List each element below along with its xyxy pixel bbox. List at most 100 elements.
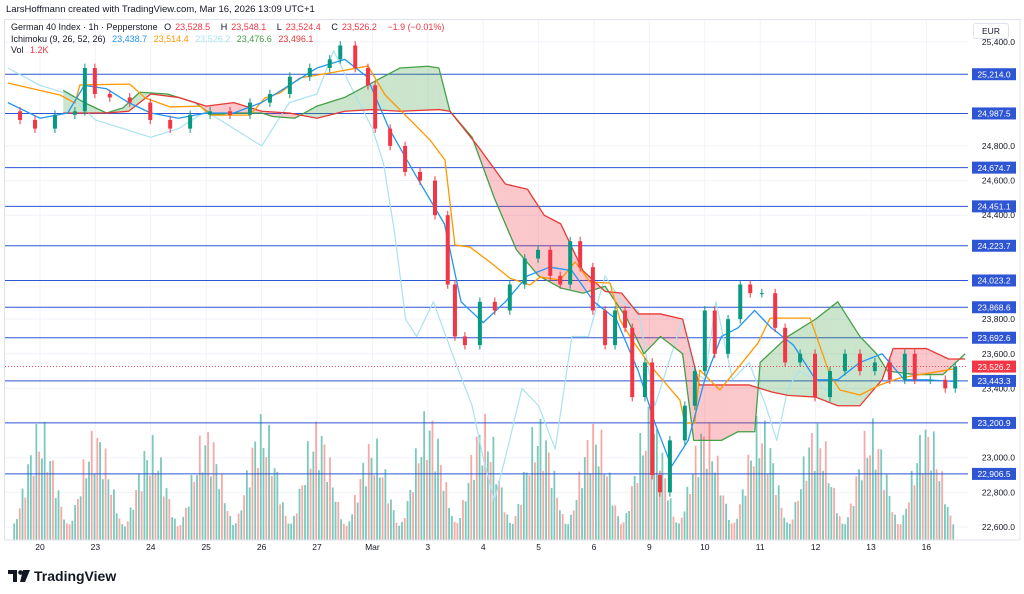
candle-body	[477, 301, 482, 346]
volume-bar	[536, 445, 539, 540]
volume-bar	[894, 514, 896, 540]
cloud-segment	[772, 348, 776, 393]
level-price-label[interactable]: 24,674.7	[972, 161, 1016, 174]
volume-bar	[376, 438, 378, 540]
volume-bar	[777, 485, 780, 540]
volume-bar	[367, 444, 370, 540]
level-price-label[interactable]: 23,443.3	[972, 374, 1016, 387]
volume-bar	[891, 512, 894, 540]
level-price-label-bg	[972, 239, 1016, 252]
volume-bar	[944, 504, 946, 540]
volume-bar	[561, 514, 564, 540]
volume-bar	[697, 477, 700, 540]
volume-bar	[769, 448, 772, 540]
volume-bar	[381, 477, 384, 540]
volume-bar	[631, 486, 633, 540]
volume-bar	[683, 511, 686, 540]
open-label: O	[164, 22, 172, 32]
volume-bar	[783, 517, 786, 540]
volume-bar	[428, 430, 431, 540]
cloud-segment	[716, 384, 720, 441]
candle-body	[365, 67, 370, 86]
volume-bar	[276, 471, 279, 540]
volume-bar	[689, 493, 691, 540]
level-price-label-text: 25,214.0	[977, 69, 1010, 79]
cloud-segment	[650, 313, 654, 347]
volume-bar	[744, 495, 747, 540]
cloud-segment	[935, 352, 939, 375]
cloud-segment	[775, 345, 778, 394]
volume-bar	[855, 476, 858, 540]
volume-bar	[365, 486, 367, 540]
volume-bar	[553, 470, 556, 540]
volume-bar	[248, 487, 251, 540]
volume-bar	[766, 473, 769, 540]
candle-body	[536, 249, 541, 259]
volume-bar	[711, 461, 714, 540]
volume-bar	[694, 445, 697, 540]
candle-body	[738, 284, 743, 320]
ichimoku-legend[interactable]: Ichimoku (9, 26, 52, 26) 23,438.7 23,514…	[11, 34, 448, 46]
volume-bar	[642, 455, 644, 540]
candle-body	[702, 310, 707, 372]
level-price-label[interactable]: 23,692.6	[972, 331, 1016, 344]
volume-bar	[545, 440, 547, 540]
tradingview-logo[interactable]: TradingView	[8, 568, 116, 584]
volume-bar	[669, 498, 672, 540]
volume-bar	[952, 524, 955, 540]
volume-bar	[453, 521, 456, 540]
volume-bar	[126, 521, 129, 540]
cloud-segment	[780, 340, 784, 395]
cloud-segment	[938, 354, 942, 375]
price-tick-label: 23,600.0	[982, 349, 1015, 359]
level-price-label-text: 23,692.6	[977, 333, 1010, 343]
price-tick-label: 24,600.0	[982, 176, 1015, 186]
volume-bar	[863, 430, 866, 540]
cloud-segment	[88, 104, 91, 114]
current-price-label[interactable]: 23,526.2	[972, 360, 1016, 373]
level-price-label[interactable]: 24,451.1	[972, 200, 1016, 213]
candle-body	[388, 128, 393, 146]
cloud-segment	[503, 181, 507, 227]
volume-bar	[866, 457, 869, 540]
cloud-segment	[744, 384, 748, 432]
cloud-segment	[215, 104, 219, 115]
candle-body	[682, 405, 687, 441]
cloud-segment	[66, 92, 69, 114]
price-tick-label: 25,400.0	[982, 37, 1015, 47]
cloud-segment	[628, 301, 632, 328]
volume-bar	[190, 474, 193, 540]
cloud-segment	[683, 323, 687, 385]
symbol-legend[interactable]: German 40 Index · 1h · Pepperstone O 23,5…	[11, 22, 448, 34]
time-tick-label: 11	[756, 542, 765, 552]
time-tick-label: 3	[425, 542, 430, 552]
level-price-label[interactable]: 22,906.5	[972, 467, 1016, 480]
cloud-segment	[633, 308, 637, 339]
volume-legend[interactable]: Vol 1.2K	[11, 45, 448, 57]
cloud-segment	[420, 66, 424, 111]
level-price-label[interactable]: 25,214.0	[972, 68, 1016, 81]
volume-bar	[32, 475, 35, 540]
volume-bar	[226, 510, 229, 540]
level-price-label[interactable]: 23,868.6	[972, 301, 1016, 314]
currency-button[interactable]: EUR	[973, 23, 1009, 39]
volume-bar	[301, 485, 304, 540]
volume-bar	[619, 524, 622, 540]
level-price-label[interactable]: 24,223.7	[972, 239, 1016, 252]
price-tick-label: 23,800.0	[982, 314, 1015, 324]
cloud-segment	[553, 220, 557, 286]
cloud-segment	[334, 99, 338, 114]
volume-bar	[395, 522, 398, 540]
cloud-segment	[340, 97, 344, 113]
level-price-label[interactable]: 24,987.5	[972, 107, 1016, 120]
cloud-segment	[728, 384, 731, 437]
cloud-segment	[276, 112, 280, 117]
candle-body	[887, 362, 892, 380]
level-price-label[interactable]: 23,200.9	[972, 416, 1016, 429]
cloud-segment	[919, 348, 922, 375]
volume-bar	[182, 516, 185, 540]
level-price-label[interactable]: 24,023.2	[972, 274, 1016, 287]
time-tick-label: 6	[592, 542, 597, 552]
cloud-segment	[542, 212, 546, 280]
